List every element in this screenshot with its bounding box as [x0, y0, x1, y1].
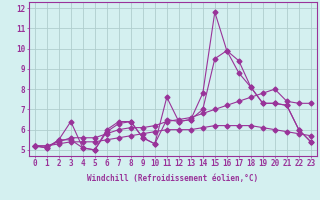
X-axis label: Windchill (Refroidissement éolien,°C): Windchill (Refroidissement éolien,°C)	[87, 174, 258, 183]
